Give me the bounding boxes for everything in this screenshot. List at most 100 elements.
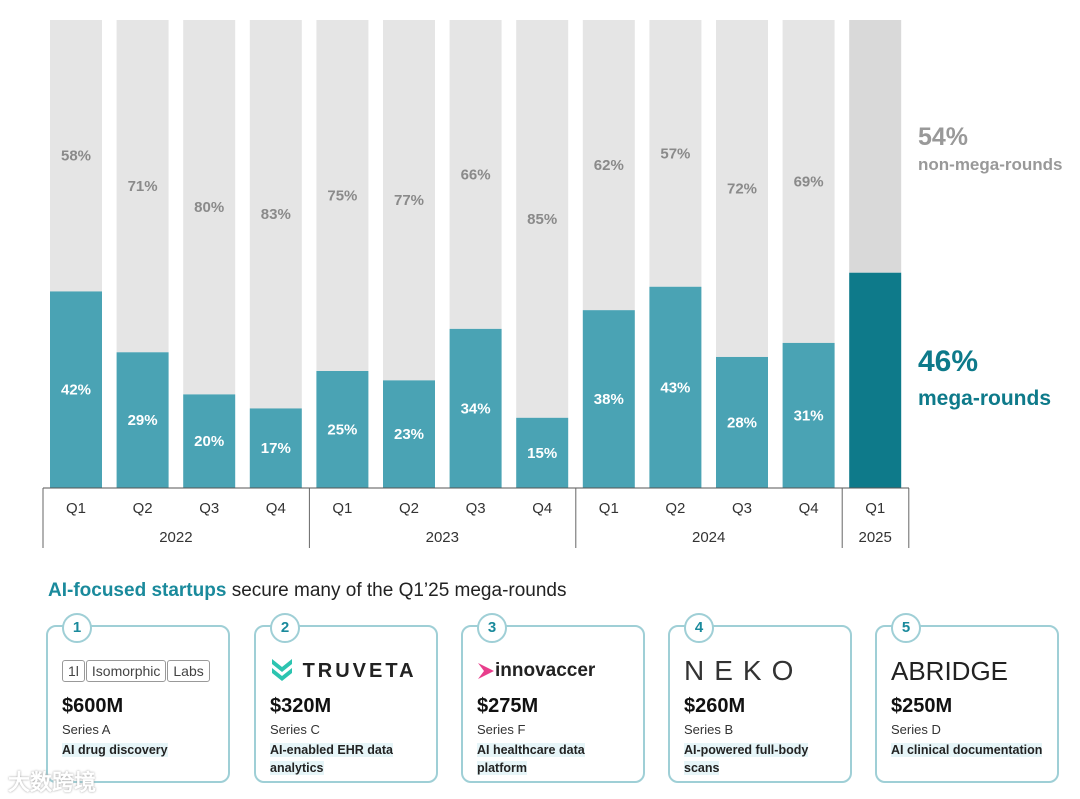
- data-label-mega: 23%: [394, 426, 424, 443]
- company-logo: TRUVETA: [270, 655, 422, 687]
- bar-mega-rounds: [449, 328, 502, 488]
- data-label-mega: 15%: [527, 445, 557, 462]
- bar-mega-rounds: [849, 272, 902, 488]
- bar-non-mega-rounds: [716, 20, 768, 357]
- bar-non-mega-rounds: [782, 20, 835, 343]
- company-card: 2 TRUVETA $320M Series C AI-enabled EHR …: [254, 613, 438, 783]
- x-tick-label: Q1: [599, 500, 619, 517]
- legend-mega-pct: 46%: [918, 345, 978, 378]
- funding-amount: $260M: [684, 695, 746, 717]
- company-logo: NEKO: [684, 655, 804, 686]
- rank-badge: 1: [62, 613, 92, 643]
- year-label: 2023: [426, 529, 459, 546]
- funding-series: Series D: [891, 722, 941, 737]
- legend-mega-label: mega-rounds: [918, 387, 1051, 410]
- data-label-mega: 43%: [660, 379, 690, 396]
- funding-series: Series C: [270, 722, 320, 737]
- bar-mega-rounds: [383, 380, 435, 488]
- x-tick-label: Q2: [399, 500, 419, 517]
- bar-non-mega-rounds: [582, 20, 635, 311]
- x-tick-label: Q3: [199, 500, 219, 517]
- data-label-non-mega: 80%: [194, 199, 224, 216]
- rank-badge: 3: [477, 613, 507, 643]
- company-card: 1 1l Isomorphic Labs $600M Series A AI dru…: [46, 613, 230, 783]
- bar-mega-rounds: [782, 342, 835, 488]
- company-card: 5 ABRIDGE $250M Series D AI clinical doc…: [875, 613, 1059, 783]
- company-card: 4 NEKO $260M Series B AI-powered full-bo…: [668, 613, 852, 783]
- data-label-mega: 31%: [794, 407, 824, 424]
- data-label-non-mega: 58%: [61, 148, 91, 165]
- company-logo: ABRIDGE: [891, 655, 1009, 686]
- company-logo: 1l Isomorphic Labs: [62, 655, 214, 687]
- legend-non-mega-pct: 54%: [918, 123, 968, 151]
- data-label-non-mega: 75%: [327, 188, 357, 205]
- bar-non-mega-rounds: [849, 20, 902, 273]
- x-tick-label: Q1: [865, 500, 885, 517]
- company-logo: innovaccer: [477, 655, 629, 687]
- company-description: AI healthcare data platform: [477, 743, 585, 775]
- x-tick-label: Q2: [133, 500, 153, 517]
- bar-non-mega-rounds: [449, 20, 502, 329]
- section-title: AI-focused startups secure many of the Q…: [48, 580, 567, 601]
- x-tick-label: Q4: [799, 500, 819, 517]
- data-label-non-mega: 72%: [727, 180, 757, 197]
- funding-amount: $250M: [891, 695, 953, 717]
- funding-series: Series A: [62, 722, 111, 737]
- company-description: AI-powered full-body scans: [684, 743, 809, 775]
- x-tick-label: Q4: [266, 500, 286, 517]
- bar-non-mega-rounds: [116, 20, 169, 353]
- year-label: 2022: [159, 529, 192, 546]
- data-label-non-mega: 85%: [527, 211, 557, 228]
- watermark: 大数跨境: [8, 770, 97, 795]
- x-tick-label: Q2: [665, 500, 685, 517]
- bar-non-mega-rounds: [50, 20, 102, 292]
- data-label-mega: 17%: [261, 440, 291, 457]
- funding-series: Series F: [477, 722, 526, 737]
- data-label-mega: 38%: [594, 391, 624, 408]
- stacked-bar-chart: 58% 42% 71% 29% 80% 20% 83% 17% 75% 25% 77% 23% 66% 3…: [42, 20, 1063, 548]
- bar-mega-rounds: [716, 356, 768, 488]
- bar-non-mega-rounds: [316, 20, 369, 371]
- innovaccer-mark-icon: [478, 663, 494, 679]
- data-label-non-mega: 57%: [660, 145, 690, 162]
- x-tick-label: Q4: [532, 500, 552, 517]
- data-label-non-mega: 66%: [461, 166, 491, 183]
- truveta-leaf-icon: [272, 659, 292, 681]
- x-tick-label: Q1: [332, 500, 352, 517]
- company-description: AI-enabled EHR data analytics: [270, 743, 393, 775]
- bar-mega-rounds: [582, 310, 635, 488]
- data-label-non-mega: 62%: [594, 157, 624, 174]
- bar-mega-rounds: [50, 291, 102, 488]
- bar-non-mega-rounds: [183, 20, 236, 395]
- data-label-mega: 25%: [327, 422, 357, 439]
- rank-badge: 5: [891, 613, 921, 643]
- rank-badge: 2: [270, 613, 300, 643]
- funding-amount: $275M: [477, 695, 539, 717]
- rank-badge: 4: [684, 613, 714, 643]
- bar-mega-rounds: [649, 286, 702, 488]
- x-tick-label: Q3: [466, 500, 486, 517]
- data-label-non-mega: 83%: [261, 206, 291, 223]
- year-label: 2024: [692, 529, 725, 546]
- company-description: AI drug discovery: [62, 743, 168, 757]
- funding-amount: $600M: [62, 695, 124, 717]
- data-label-mega: 28%: [727, 414, 757, 431]
- x-tick-label: Q1: [66, 500, 86, 517]
- bar-mega-rounds: [249, 408, 302, 488]
- bar-non-mega-rounds: [516, 20, 569, 418]
- funding-amount: $320M: [270, 695, 332, 717]
- data-label-non-mega: 69%: [794, 173, 824, 190]
- data-label-non-mega: 77%: [394, 192, 424, 209]
- bar-mega-rounds: [516, 417, 569, 488]
- year-label: 2025: [859, 529, 892, 546]
- data-label-mega: 42%: [61, 382, 91, 399]
- x-tick-label: Q3: [732, 500, 752, 517]
- company-card: 3 innovaccer $275M Series F AI healthcar…: [461, 613, 645, 783]
- bar-non-mega-rounds: [249, 20, 302, 409]
- data-label-mega: 29%: [128, 412, 158, 429]
- bar-mega-rounds: [116, 352, 169, 488]
- legend-non-mega-label: non-mega-rounds: [918, 155, 1063, 174]
- bar-mega-rounds: [183, 394, 236, 488]
- bar-non-mega-rounds: [649, 20, 702, 287]
- funding-series: Series B: [684, 722, 734, 737]
